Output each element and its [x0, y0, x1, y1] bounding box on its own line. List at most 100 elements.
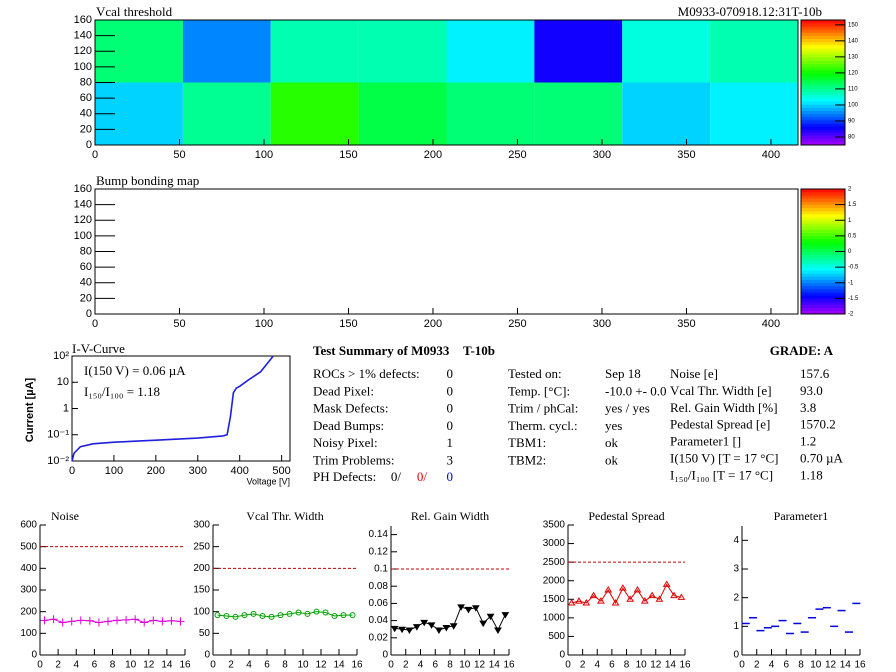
x-tick-label: 6 — [783, 660, 789, 671]
x-tick-label: 12 — [825, 660, 837, 671]
y-tick-label: 2500 — [543, 557, 566, 568]
summary-value: 0 — [447, 383, 454, 398]
series-line — [571, 583, 682, 605]
marker — [648, 591, 656, 599]
x-tick-label: 250 — [508, 318, 526, 330]
y-tick-label: 1 — [733, 621, 739, 632]
colorbar-band — [801, 245, 845, 249]
colorbar-band — [801, 57, 845, 61]
x-tick-label: 100 — [105, 465, 123, 477]
y-tick-label: 40 — [80, 277, 92, 289]
colorbar-band — [801, 110, 845, 115]
y-tick-label: 10² — [53, 350, 69, 362]
y-tick-label: 0 — [86, 308, 92, 320]
colorbar-band — [801, 298, 845, 302]
marker — [58, 618, 67, 627]
heat-cell — [446, 20, 535, 83]
marker — [442, 624, 451, 632]
x-tick-label: 50 — [173, 318, 185, 330]
summary-label: Noise [e] — [670, 366, 718, 381]
y-tick-label: 10⁻² — [47, 455, 69, 467]
marker — [420, 619, 429, 627]
heat-cell — [270, 20, 359, 83]
y-tick-label: 40 — [80, 108, 92, 120]
x-tick-label: 0 — [388, 660, 394, 671]
colorbar-band — [801, 270, 845, 274]
colorbar-band — [801, 138, 845, 143]
y-tick-label: 0.02 — [369, 632, 389, 643]
heat-cell — [534, 20, 623, 83]
summary-value: 0/ — [417, 469, 428, 484]
summary-title: Test Summary of M0933 — [313, 343, 450, 358]
marker — [304, 610, 311, 617]
series-line — [217, 611, 353, 618]
colorbar-band — [801, 285, 845, 290]
colorbar-band — [801, 104, 845, 108]
marker — [67, 617, 76, 626]
y-tick-label: 0.06 — [369, 598, 389, 609]
marker — [268, 613, 275, 620]
x-tick-label: 350 — [677, 149, 695, 161]
marker — [241, 612, 248, 619]
y-tick-label: 20 — [80, 123, 92, 135]
y-tick-label: 20 — [80, 292, 92, 304]
heat-cell — [182, 20, 271, 83]
marker — [486, 613, 495, 621]
colorbar-band — [801, 116, 845, 121]
summary-label: Pedestal Spread [e] — [670, 417, 770, 432]
x-tick-label: 16 — [679, 660, 691, 671]
y-tick-label: 160 — [74, 183, 92, 195]
x-tick-label: 0 — [69, 465, 75, 477]
colorbar-band — [801, 91, 845, 96]
x-tick-label: 14 — [333, 660, 345, 671]
x-tick-label: 6 — [432, 660, 438, 671]
colorbar-band — [801, 195, 845, 199]
marker — [259, 613, 266, 619]
marker — [113, 616, 122, 625]
marker — [501, 612, 510, 619]
x-tick-label: 4 — [246, 660, 252, 671]
y-tick-label: 100 — [74, 61, 92, 73]
marker — [390, 625, 399, 633]
x-tick-label: 6 — [264, 660, 270, 671]
colorbar-band — [801, 229, 845, 234]
colorbar-band — [801, 32, 845, 36]
colorbar-band — [801, 63, 845, 68]
colorbar-band — [801, 101, 845, 105]
x-tick-label: 14 — [161, 660, 173, 671]
chart-title: Vcal Thr. Width — [246, 509, 323, 523]
marker — [322, 609, 329, 616]
colorbar-band — [801, 198, 845, 202]
summary-value: 0 — [447, 418, 454, 433]
marker — [340, 612, 347, 619]
y-tick-label: 1 — [63, 402, 69, 414]
y-tick-label: 80 — [80, 245, 92, 257]
x-tick-label: 0 — [739, 660, 745, 671]
marker — [449, 623, 458, 630]
colorbar-band — [801, 232, 845, 237]
y-tick-label: 0.1 — [374, 564, 388, 575]
colorbar-band — [801, 210, 845, 215]
x-tick-label: 14 — [489, 660, 501, 671]
summary-value: ok — [605, 452, 619, 467]
y-tick-label: 100 — [74, 230, 92, 242]
colorbar-band — [801, 235, 845, 240]
colorbar-band — [801, 307, 845, 312]
colorbar-band — [801, 76, 845, 80]
colorbar-label: 110 — [848, 86, 858, 92]
y-tick-label: 100 — [20, 628, 37, 639]
y-tick-label: 500 — [20, 541, 37, 552]
marker — [479, 620, 488, 628]
chart-title: Pedestal Spread — [588, 509, 664, 523]
colorbar-band — [801, 26, 845, 30]
marker — [494, 627, 502, 635]
y-tick-label: 0.14 — [369, 529, 389, 540]
colorbar-band — [801, 60, 845, 65]
summary-value: 0 — [447, 469, 454, 484]
heat-cell — [534, 82, 623, 145]
colorbar-band — [801, 129, 845, 133]
colorbar-label: 100 — [848, 103, 859, 109]
marker — [295, 609, 302, 616]
colorbar-band — [801, 85, 845, 90]
summary-value: 3 — [447, 452, 454, 467]
